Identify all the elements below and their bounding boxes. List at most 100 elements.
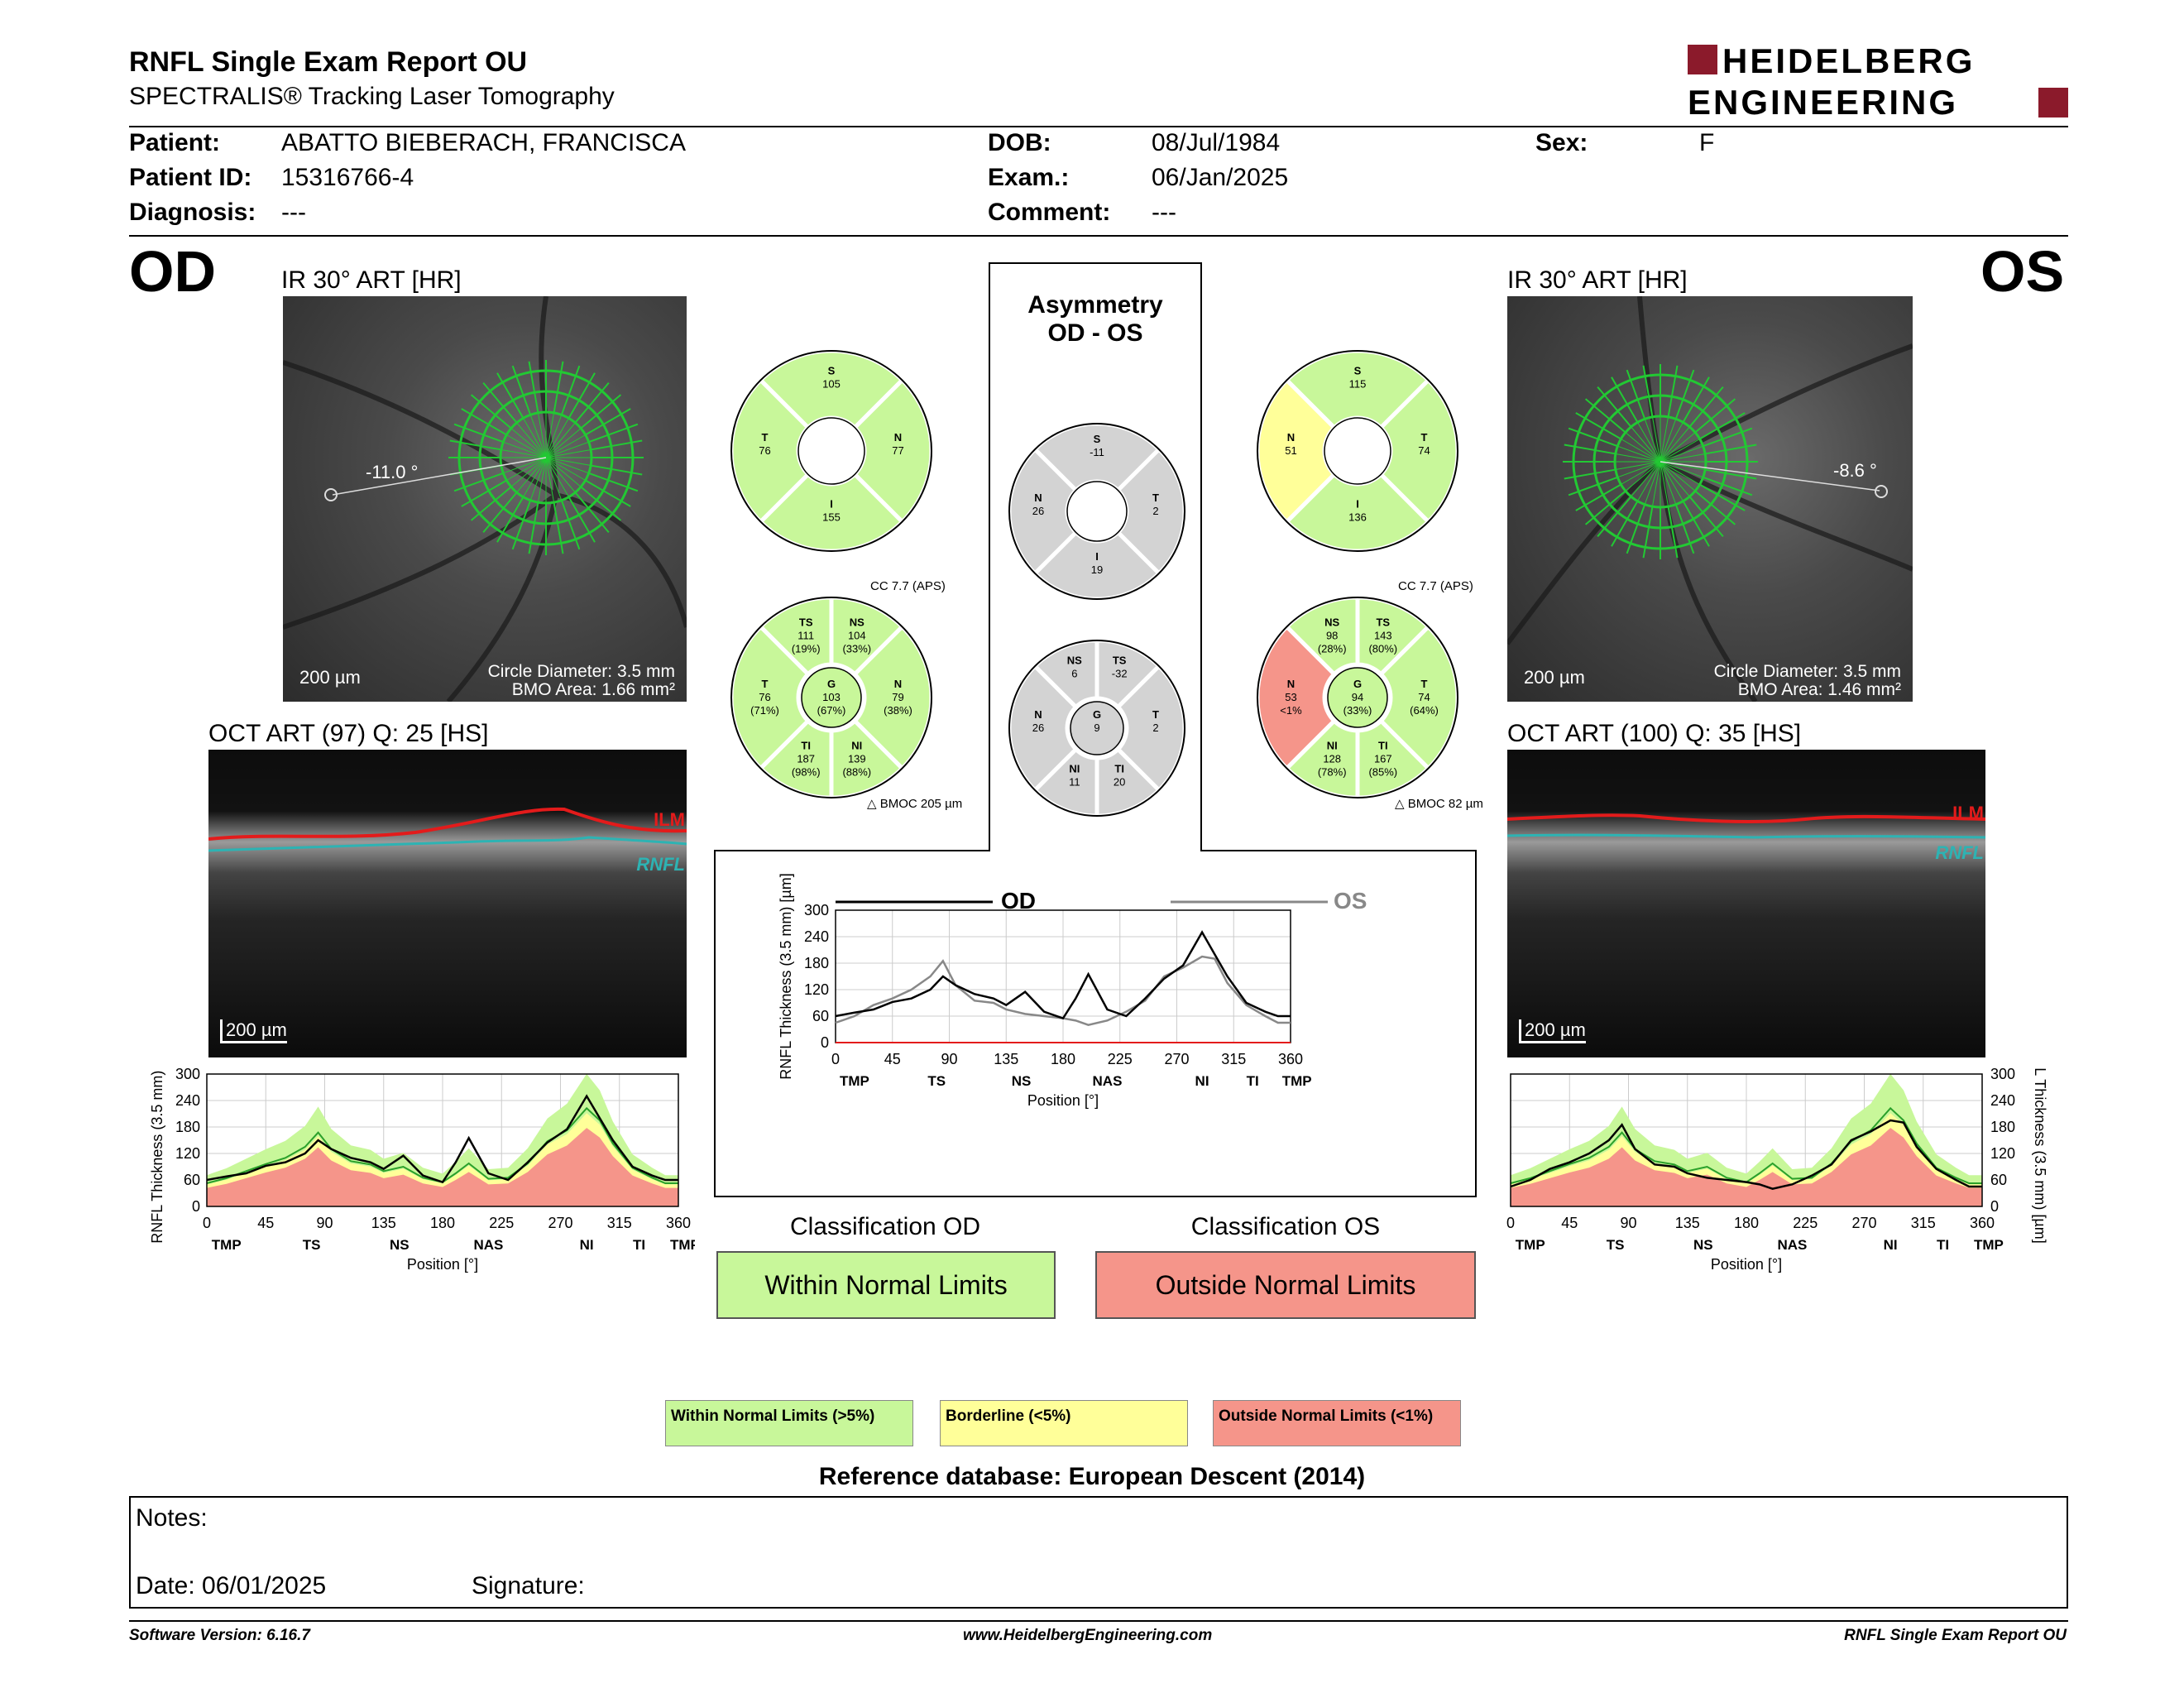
scan-spoke-inner — [506, 457, 547, 481]
sector-value-TI: 187 — [797, 752, 815, 765]
sector-value-N: 26 — [1032, 505, 1044, 517]
scan-spoke — [1704, 468, 1757, 480]
scan-spoke — [1597, 386, 1632, 428]
scan-spoke — [453, 472, 504, 492]
scan-spoke — [580, 394, 622, 429]
sector-name-TS: TS — [1113, 654, 1127, 666]
os-legend-label: OS — [1334, 888, 1367, 914]
x-tick-label: 0 — [203, 1215, 211, 1231]
scan-spoke — [470, 486, 512, 521]
wheel-outline — [1257, 597, 1458, 798]
sector-value-TS: -32 — [1112, 667, 1128, 679]
notes-box[interactable] — [129, 1496, 2068, 1609]
diagnosis-value: --- — [281, 199, 306, 226]
os-series-line — [835, 955, 1291, 1026]
sector-value-N: 51 — [1285, 444, 1296, 457]
region-label: NI — [1884, 1237, 1898, 1253]
patient-label: Patient: — [129, 129, 221, 156]
scan-spoke-inner — [1644, 461, 1661, 505]
od-oct-image: ILM RNFL 200 µm — [208, 750, 687, 1057]
sector-name-N: N — [1034, 492, 1042, 504]
scan-spoke — [528, 361, 539, 414]
scan-spoke — [482, 381, 518, 424]
scan-spoke-inner — [1615, 461, 1661, 471]
y-tick-label: 180 — [804, 955, 829, 971]
x-axis-label: Position [°] — [407, 1256, 478, 1273]
os-scan-spokes — [1563, 364, 1758, 559]
scan-spoke — [1611, 376, 1639, 423]
scan-spoke-inner — [1660, 445, 1703, 463]
scan-spoke — [560, 500, 581, 550]
website-link[interactable]: www.HeidelbergEngineering.com — [963, 1627, 1213, 1644]
scan-spoke — [461, 408, 507, 436]
scan-spoke — [470, 394, 512, 429]
wheel-outline — [730, 350, 932, 552]
sector-name-N: N — [1287, 678, 1295, 690]
sector-name-N: N — [1034, 708, 1042, 721]
scan-spoke-inner — [1631, 426, 1661, 463]
region-label: TS — [303, 1237, 321, 1253]
scan-spoke-inner — [1625, 461, 1661, 492]
scan-spoke — [1568, 427, 1618, 448]
sector-name-T: T — [1421, 678, 1428, 690]
scan-spoke — [1584, 398, 1626, 434]
sector-value-TS: 111 — [797, 630, 814, 642]
scan-spoke — [1682, 376, 1710, 423]
region-label: TMP — [670, 1237, 695, 1253]
region-label: TMP — [1282, 1073, 1312, 1089]
os-circle-diameter: Circle Diameter: 3.5 mm — [1713, 662, 1901, 681]
report-subtitle: SPECTRALIS® Tracking Laser Tomography — [129, 83, 615, 110]
x-tick-label: 270 — [1851, 1215, 1876, 1231]
scan-spoke-inner — [545, 415, 563, 458]
sector-name-G: G — [1093, 708, 1101, 721]
diagnosis-label: Diagnosis: — [129, 199, 256, 226]
scan-spoke-inner — [545, 457, 592, 467]
scan-spoke-inner — [545, 448, 592, 458]
sector-name-TI: TI — [1114, 763, 1124, 775]
legend-within: Within Normal Limits (>5%) — [665, 1400, 913, 1446]
x-tick-label: 360 — [666, 1215, 691, 1231]
region-label: NAS — [473, 1237, 503, 1253]
os-scale-bar: 200 µm — [1524, 667, 1585, 688]
scan-spoke — [1584, 490, 1626, 525]
scan-spoke — [1703, 427, 1753, 448]
scan-spoke — [585, 479, 631, 507]
signature-label: Signature: — [472, 1572, 585, 1599]
logo-line1: HEIDELBERG — [1722, 45, 1975, 80]
os-eye-label: OS — [1980, 239, 2065, 304]
scan-spoke — [1674, 504, 1695, 554]
reference-database: Reference database: European Descent (20… — [818, 1463, 1366, 1490]
y-tick-label: 0 — [192, 1198, 200, 1215]
sector-G — [1070, 701, 1124, 755]
scan-spoke-inner — [545, 457, 589, 474]
sector-value-NS: 6 — [1071, 667, 1077, 679]
scan-spoke-inner — [545, 457, 569, 497]
scan-spoke — [1688, 496, 1724, 538]
scan-spoke — [1626, 504, 1646, 554]
scan-spoke-inner — [1651, 461, 1661, 507]
os-thickness-line — [1510, 1119, 1982, 1190]
legend-borderline: Borderline (<5%) — [940, 1400, 1188, 1446]
scan-spoke-inner — [1637, 461, 1661, 501]
od-cc-label: CC 7.7 (APS) — [870, 579, 946, 593]
sector-name-T: T — [1152, 492, 1159, 504]
x-tick-label: 90 — [1620, 1215, 1636, 1231]
x-tick-label: 315 — [607, 1215, 632, 1231]
x-axis-label: Position [°] — [1027, 1092, 1099, 1109]
od-classification-label: Classification OD — [789, 1213, 981, 1240]
x-tick-label: 225 — [1793, 1215, 1818, 1231]
x-tick-label: 225 — [489, 1215, 514, 1231]
sector-name-N: N — [1287, 431, 1295, 444]
scan-spoke-inner — [545, 434, 586, 458]
x-tick-label: 225 — [1108, 1051, 1133, 1067]
sector-name-N: N — [894, 431, 902, 444]
scan-spoke-inner — [1660, 461, 1684, 501]
scan-spoke-inner — [1617, 461, 1661, 478]
sector-pct-TI: (85%) — [1368, 765, 1397, 778]
sector-pct-T: (64%) — [1410, 704, 1439, 717]
scan-spoke-inner — [1660, 461, 1677, 505]
os-fundus-image: -8.6 ° 200 µm Circle Diameter: 3.5 mm BM… — [1507, 296, 1913, 702]
scan-spoke — [1694, 398, 1736, 434]
scan-spoke-inner — [545, 422, 576, 458]
